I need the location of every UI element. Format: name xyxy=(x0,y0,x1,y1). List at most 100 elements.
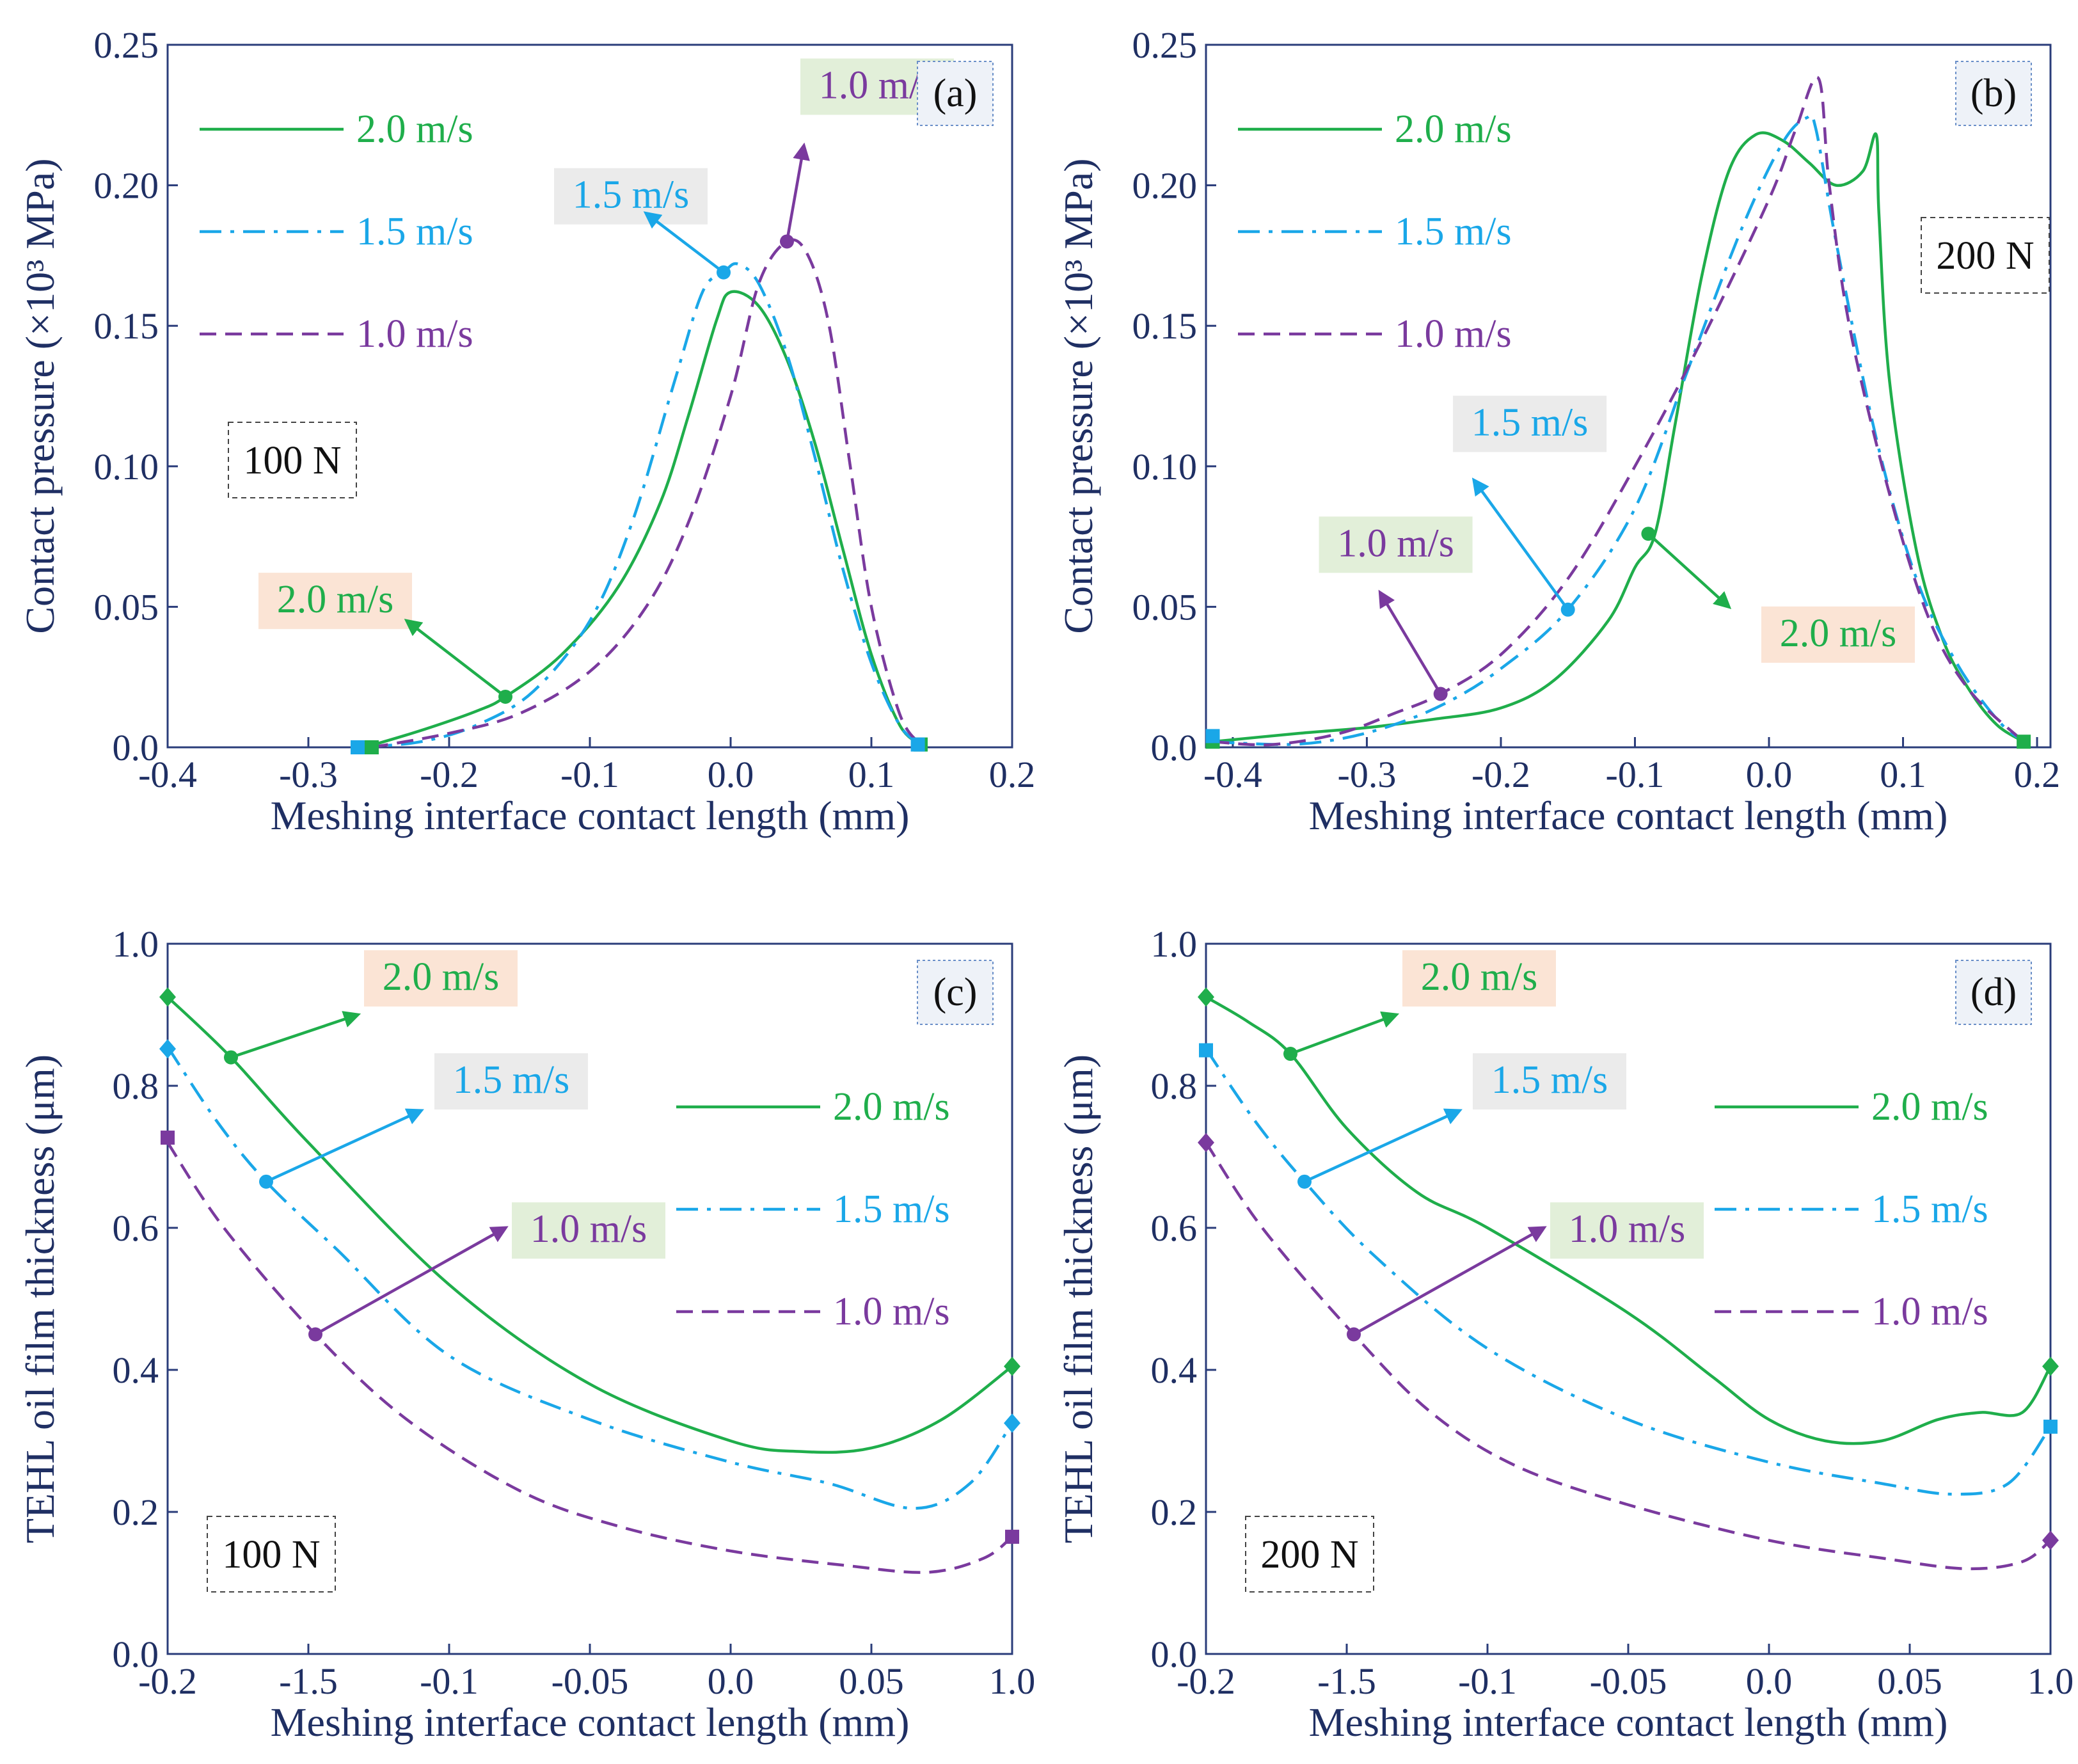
y-tick-label: 1.0 xyxy=(113,923,159,965)
x-tick-label: -0.1 xyxy=(560,754,619,795)
panel-d: 0.0 0.2 0.4 0.6 0.8 1.0 -0.2 -1.5 -0.1 -0.05 0.0 0.… xyxy=(1056,923,2074,1745)
y-tick-label: 0.0 xyxy=(1151,727,1198,768)
y-axis-label: Contact pressure (×10³ MPa) xyxy=(17,158,63,633)
marker-square xyxy=(910,737,925,752)
panel-c: 0.0 0.2 0.4 0.6 0.8 1.0 -0.2 -1.5 -0.1 -0.05 0.0 0.… xyxy=(17,923,1035,1745)
plot-frame xyxy=(166,44,1013,749)
x-tick-label: 1.0 xyxy=(2027,1660,2074,1702)
x-axis-label: Meshing interface contact length (mm) xyxy=(271,793,910,838)
marker-diamond xyxy=(159,987,176,1007)
series-line-blue xyxy=(357,262,922,749)
marker-square xyxy=(1199,1043,1213,1058)
x-tick-label: -1.5 xyxy=(279,1660,338,1702)
marker-square xyxy=(2017,735,2031,749)
y-tick-label: 0.10 xyxy=(1132,446,1198,488)
legend-label: 1.5 m/s xyxy=(1871,1188,1988,1231)
annotation-tag xyxy=(1402,950,1556,1007)
legend-label: 1.5 m/s xyxy=(1395,210,1512,253)
annotation-label: 1.5 m/s xyxy=(1491,1058,1608,1102)
y-tick-label: 0.2 xyxy=(1151,1491,1198,1533)
y-tick-label: 0.25 xyxy=(1132,24,1198,66)
x-axis-label: Meshing interface contact length (mm) xyxy=(271,1699,910,1745)
load-label: 200 N xyxy=(1936,234,2034,278)
y-tick-label: 0.0 xyxy=(113,1633,159,1675)
annotation-label: 1.0 m/s xyxy=(819,63,936,107)
marker-diamond xyxy=(159,1039,176,1059)
x-tick-label: 0.0 xyxy=(1746,754,1793,795)
x-axis-label: Meshing interface contact length (mm) xyxy=(1309,1699,1948,1745)
x-axis-label: Meshing interface contact length (mm) xyxy=(1309,793,1948,838)
series-line-green xyxy=(1212,131,2025,743)
annotation-arrow xyxy=(1290,1011,1400,1056)
annotation-label: 1.5 m/s xyxy=(453,1058,570,1102)
x-tick-label: 0.2 xyxy=(989,754,1036,795)
legend-label: 2.0 m/s xyxy=(1395,107,1512,151)
y-tick-label: 0.0 xyxy=(1151,1633,1198,1675)
x-tick-label: 0.2 xyxy=(2014,754,2061,795)
annotation-tag xyxy=(1319,516,1473,573)
series-line-purple xyxy=(166,1141,1013,1574)
panel-label-box xyxy=(917,61,994,126)
y-tick-label: 0.6 xyxy=(113,1207,159,1249)
panel-label-box xyxy=(917,960,994,1025)
annotation-arrow xyxy=(314,1226,509,1336)
annotation-arrow xyxy=(266,1108,424,1183)
panel-label: (d) xyxy=(1971,971,2017,1014)
annotation-tag xyxy=(364,950,518,1007)
x-tick-label: -0.1 xyxy=(1606,754,1665,795)
y-tick-label: 0.15 xyxy=(1132,305,1198,347)
marker-diamond xyxy=(1004,1413,1020,1433)
x-tick-label: 0.0 xyxy=(708,1660,754,1702)
annotation-arrow xyxy=(785,142,810,242)
y-tick-label: 0.15 xyxy=(94,305,159,347)
marker-square xyxy=(1005,1529,1019,1544)
x-tick-label: 0.1 xyxy=(848,754,895,795)
annotation-tag xyxy=(1453,395,1607,452)
marker-square xyxy=(351,740,365,754)
legend-label: 2.0 m/s xyxy=(356,107,473,151)
legend-label: 2.0 m/s xyxy=(833,1085,950,1129)
marker-square xyxy=(1205,729,1220,743)
y-axis-label: TEHL oil film thickness (μm) xyxy=(17,1054,63,1543)
y-tick-label: 0.2 xyxy=(113,1491,159,1533)
panel-label-box xyxy=(1955,61,2032,126)
panel-label: (c) xyxy=(933,971,978,1014)
y-tick-label: 0.8 xyxy=(1151,1065,1198,1107)
annotation-arrow xyxy=(1304,1108,1463,1183)
marker-square xyxy=(2043,1419,2058,1434)
x-tick-label: -0.05 xyxy=(1590,1660,1667,1702)
panel-label: (a) xyxy=(933,72,978,115)
panel-a: 0.0 0.05 0.10 0.15 0.20 0.25 -0.4 -0.3 -0.2 -0.1 0… xyxy=(17,24,1035,838)
x-tick-label: -0.2 xyxy=(1177,1660,1235,1702)
x-tick-label: -0.2 xyxy=(1471,754,1530,795)
plot-frame xyxy=(1205,44,2052,749)
y-tick-label: 0.05 xyxy=(94,586,159,628)
x-tick-label: 0.0 xyxy=(1746,1660,1793,1702)
legend-label: 1.0 m/s xyxy=(833,1290,950,1333)
annotation-arrow xyxy=(1378,589,1442,695)
annotation-tag xyxy=(434,1053,588,1110)
marker-diamond xyxy=(2042,1530,2059,1550)
y-tick-label: 0.20 xyxy=(1132,165,1198,207)
annotation-label: 1.0 m/s xyxy=(1337,521,1454,565)
y-tick-label: 0.4 xyxy=(113,1349,159,1391)
annotation-arrow xyxy=(1352,1226,1547,1336)
x-tick-label: 0.0 xyxy=(708,754,754,795)
y-tick-label: 0.6 xyxy=(1151,1207,1198,1249)
load-label-box xyxy=(1245,1516,1374,1593)
annotation-tag xyxy=(1761,606,1915,663)
y-tick-label: 1.0 xyxy=(1151,923,1198,965)
annotation-label: 2.0 m/s xyxy=(277,578,394,621)
marker-diamond xyxy=(1198,1132,1214,1152)
x-tick-label: -0.3 xyxy=(1338,754,1397,795)
x-tick-label: 0.05 xyxy=(839,1660,904,1702)
series-line-blue xyxy=(166,1045,1013,1510)
x-tick-label: -1.5 xyxy=(1317,1660,1376,1702)
y-axis-label: TEHL oil film thickness (μm) xyxy=(1056,1054,1101,1543)
legend-label: 2.0 m/s xyxy=(1871,1085,1988,1129)
x-tick-label: -0.1 xyxy=(420,1660,479,1702)
x-tick-label: -0.4 xyxy=(138,754,197,795)
annotation-label: 2.0 m/s xyxy=(1780,612,1897,655)
panel-label: (b) xyxy=(1971,72,2017,115)
